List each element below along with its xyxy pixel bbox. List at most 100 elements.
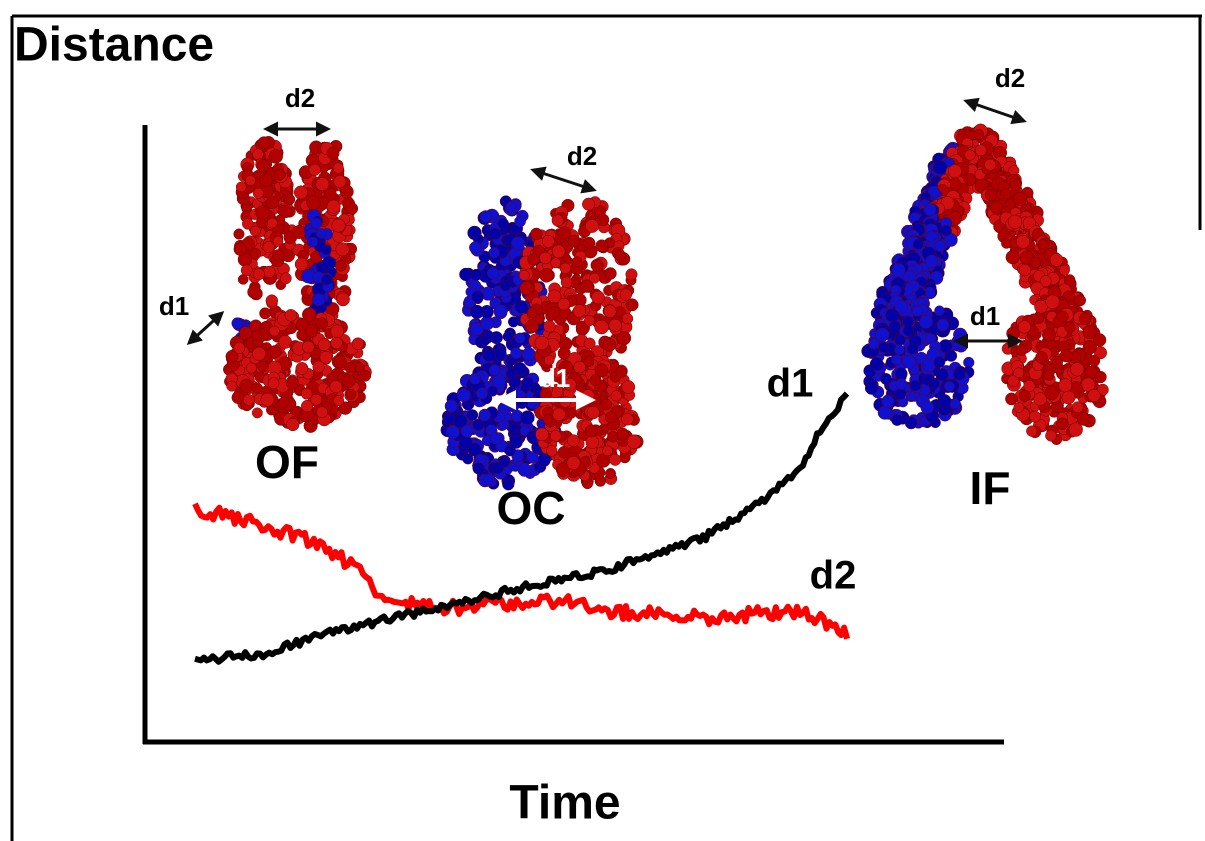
atom [558,446,570,458]
atom [870,357,883,370]
if-label: IF [970,462,1011,514]
atom [604,305,617,318]
atom [294,186,307,199]
atom [286,377,298,389]
atom [604,268,616,280]
atom [469,242,481,254]
atom [359,370,370,381]
atom [494,305,507,318]
atom [596,240,609,253]
atom [345,389,356,400]
atom [902,355,915,368]
atom [243,394,254,405]
atom [1013,192,1026,205]
atom [882,395,895,408]
atom [595,476,606,487]
atom [1019,264,1031,276]
atom [948,165,961,178]
atom [510,347,521,358]
atom [583,237,595,249]
atom [472,291,484,303]
atom [975,145,986,156]
atom [332,219,346,233]
atom [285,309,297,321]
atom [620,289,632,301]
atom [595,320,609,334]
atom [258,361,269,372]
if-d2-label: d2 [995,63,1025,93]
atom [287,418,300,431]
atom [567,435,579,447]
atom [1018,321,1031,334]
atom [1085,366,1097,378]
atom [1016,345,1027,356]
atom [1044,370,1055,381]
atom [258,137,270,149]
atom [234,243,247,256]
atom [950,398,961,409]
atom [309,164,321,176]
atom [1083,325,1097,339]
atom [263,241,275,253]
atom [615,250,625,260]
atom [551,258,561,268]
atom [586,436,599,449]
atom [1074,295,1085,306]
atom [259,174,272,187]
atom [895,300,908,313]
atom [891,414,902,425]
atom [316,407,327,418]
atom [889,321,901,333]
x-axis-label: Time [509,777,620,830]
atom [573,304,586,317]
atom [252,383,263,394]
atom [539,268,553,282]
atom [552,215,564,227]
atom [1057,311,1068,322]
atom [480,211,492,223]
atom [284,194,295,205]
atom [1070,363,1084,377]
atom [253,268,264,279]
atom [252,330,262,340]
atom [617,428,629,440]
atom [558,226,571,239]
atom [954,368,966,380]
atom [891,263,905,277]
atom [515,300,528,313]
atom [609,319,622,332]
atom [292,225,305,238]
atom [242,218,253,229]
atom [1079,313,1091,325]
atom [335,260,346,271]
atom [476,388,487,399]
atom [611,391,622,402]
atom [515,216,526,227]
atom [572,257,582,267]
of-d2-label: d2 [285,83,315,113]
atom [269,150,283,164]
atom [248,286,261,299]
atom [492,375,506,389]
atom [549,307,560,318]
atom [520,281,534,295]
atom [622,380,635,393]
atom [1050,253,1063,266]
atom [891,354,901,364]
atom [1072,402,1083,413]
atom [561,277,572,288]
atom [471,269,482,280]
atom [264,266,276,278]
atom-cluster [862,298,975,429]
atom [895,368,907,380]
atom [965,150,976,161]
atom [895,345,905,355]
atom [944,381,954,391]
atom [1046,295,1060,309]
atom [234,229,244,239]
of-d1-label: d1 [159,291,189,321]
atom [345,362,356,373]
atom [530,228,542,240]
oc-d2-label: d2 [567,141,597,171]
